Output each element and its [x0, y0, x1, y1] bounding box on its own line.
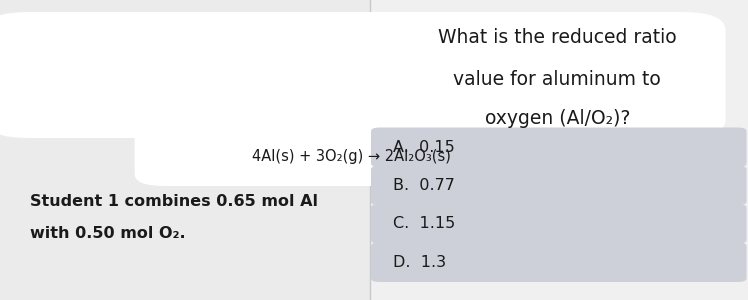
Text: Student 1 combines 0.65 mol Al: Student 1 combines 0.65 mol Al — [30, 194, 318, 208]
Text: 4Al(s) + 3O₂(g) → 2Al₂O₃(s): 4Al(s) + 3O₂(g) → 2Al₂O₃(s) — [252, 148, 451, 164]
FancyBboxPatch shape — [0, 12, 726, 138]
Text: What is the reduced ratio: What is the reduced ratio — [438, 28, 677, 47]
FancyBboxPatch shape — [135, 96, 643, 186]
FancyBboxPatch shape — [371, 204, 747, 244]
Text: D.  1.3: D. 1.3 — [393, 255, 447, 270]
FancyBboxPatch shape — [371, 166, 747, 205]
FancyBboxPatch shape — [371, 242, 747, 282]
Text: with 0.50 mol O₂.: with 0.50 mol O₂. — [30, 226, 186, 242]
Text: B.  0.77: B. 0.77 — [393, 178, 456, 193]
FancyBboxPatch shape — [371, 128, 747, 167]
FancyBboxPatch shape — [0, 0, 370, 300]
Text: A.  0.15: A. 0.15 — [393, 140, 456, 155]
Text: C.  1.15: C. 1.15 — [393, 216, 456, 231]
Text: value for aluminum to: value for aluminum to — [453, 70, 661, 89]
FancyBboxPatch shape — [370, 0, 748, 300]
Text: oxygen (Al/O₂)?: oxygen (Al/O₂)? — [485, 109, 630, 128]
